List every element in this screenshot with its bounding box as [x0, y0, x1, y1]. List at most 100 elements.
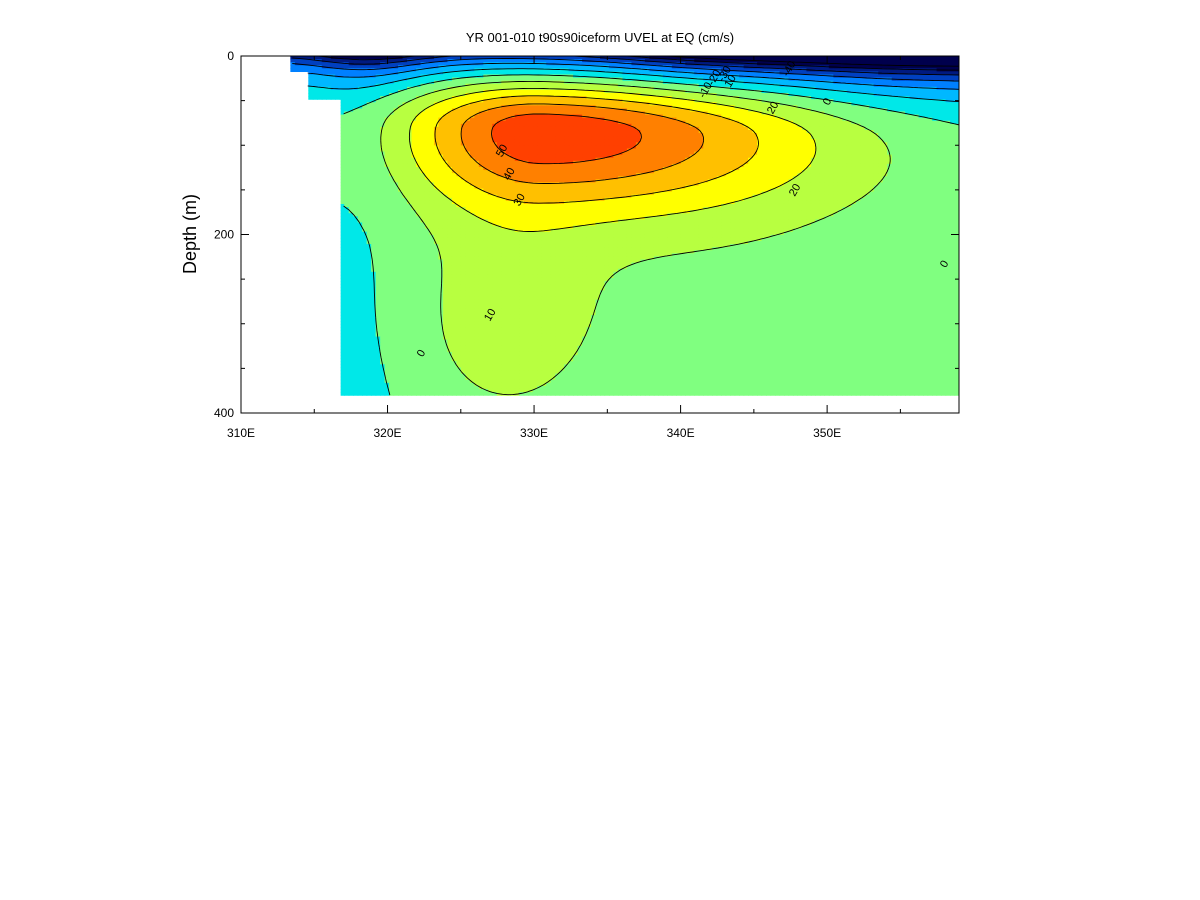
field-cell [523, 142, 529, 147]
field-cell [734, 96, 740, 100]
field-cell [725, 148, 731, 153]
field-cell [469, 89, 475, 94]
field-cell [577, 77, 583, 82]
field-cell [905, 120, 911, 125]
field-cell [532, 130, 538, 134]
field-cell [644, 160, 650, 165]
field-cell [707, 123, 713, 128]
field-cell [442, 65, 449, 69]
field-cell [528, 65, 534, 69]
field-cell [770, 89, 776, 94]
field-cell [555, 133, 561, 137]
field-cell [923, 74, 929, 79]
field-cell [474, 163, 480, 168]
field-cell [801, 99, 808, 103]
field-cell [837, 148, 843, 153]
field-cell [909, 148, 915, 153]
field-cell [407, 111, 413, 116]
field-cell [348, 154, 354, 159]
field-cell [613, 99, 619, 103]
field-cell [501, 142, 507, 147]
field-cell [878, 157, 884, 162]
field-cell [559, 68, 565, 73]
field-cell [348, 71, 354, 76]
field-cell [734, 83, 740, 88]
field-cell [326, 56, 332, 60]
field-cell [860, 126, 866, 131]
field-cell [505, 65, 511, 69]
field-cell [954, 108, 959, 113]
field-cell [559, 126, 565, 131]
field-cell [712, 89, 718, 94]
field-cell [936, 148, 942, 153]
field-cell [748, 102, 754, 106]
field-cell [375, 154, 381, 159]
field-cell [537, 99, 543, 103]
field-cell [312, 56, 318, 60]
field-cell [954, 93, 959, 97]
field-cell [613, 102, 619, 106]
field-cell [353, 93, 359, 97]
field-cell [451, 120, 457, 125]
field-cell [389, 163, 395, 168]
field-cell [896, 136, 902, 140]
field-cell [505, 114, 511, 119]
field-cell [932, 120, 938, 125]
field-cell [788, 148, 794, 153]
field-cell [757, 139, 763, 143]
field-cell [851, 142, 857, 147]
field-cell [420, 80, 426, 85]
field-cell [918, 120, 924, 125]
field-cell [649, 105, 655, 110]
field-cell [617, 148, 624, 153]
field-cell [792, 133, 799, 137]
field-cell [739, 114, 745, 119]
field-cell [465, 56, 471, 60]
field-cell [932, 80, 938, 85]
field-cell [775, 154, 781, 159]
field-cell [389, 160, 395, 165]
field-cell [442, 80, 449, 85]
field-cell [644, 148, 650, 153]
field-cell [864, 130, 870, 134]
field-cell [420, 83, 426, 88]
field-cell [474, 151, 480, 156]
field-cell [604, 120, 610, 125]
field-cell [743, 96, 749, 100]
field-cell [537, 130, 543, 134]
field-cell [923, 117, 929, 122]
field-cell [564, 59, 570, 63]
field-cell [608, 71, 615, 76]
field-cell [640, 142, 646, 147]
field-cell [586, 123, 592, 128]
field-cell [792, 160, 799, 165]
field-cell [658, 93, 664, 97]
field-cell [568, 62, 574, 66]
field-cell [649, 145, 655, 150]
field-cell [595, 86, 601, 91]
field-cell [299, 65, 305, 69]
field-cell [828, 142, 834, 147]
field-cell [932, 56, 938, 60]
field-cell [833, 142, 839, 147]
field-cell [792, 89, 799, 94]
field-cell [873, 74, 879, 79]
field-cell [631, 117, 637, 122]
field-cell [837, 56, 843, 60]
field-cell [469, 139, 475, 143]
field-cell [923, 99, 929, 103]
field-cell [635, 56, 641, 60]
field-cell [528, 83, 534, 88]
field-cell [591, 151, 597, 156]
field-cell [698, 133, 704, 137]
field-cell [582, 65, 588, 69]
field-cell [801, 145, 808, 150]
field-cell [582, 148, 588, 153]
field-cell [815, 111, 821, 116]
field-cell [380, 154, 386, 159]
field-cell [595, 111, 601, 116]
field-cell [725, 62, 731, 66]
field-cell [559, 56, 565, 60]
field-cell [864, 71, 870, 76]
field-cell [941, 111, 947, 116]
